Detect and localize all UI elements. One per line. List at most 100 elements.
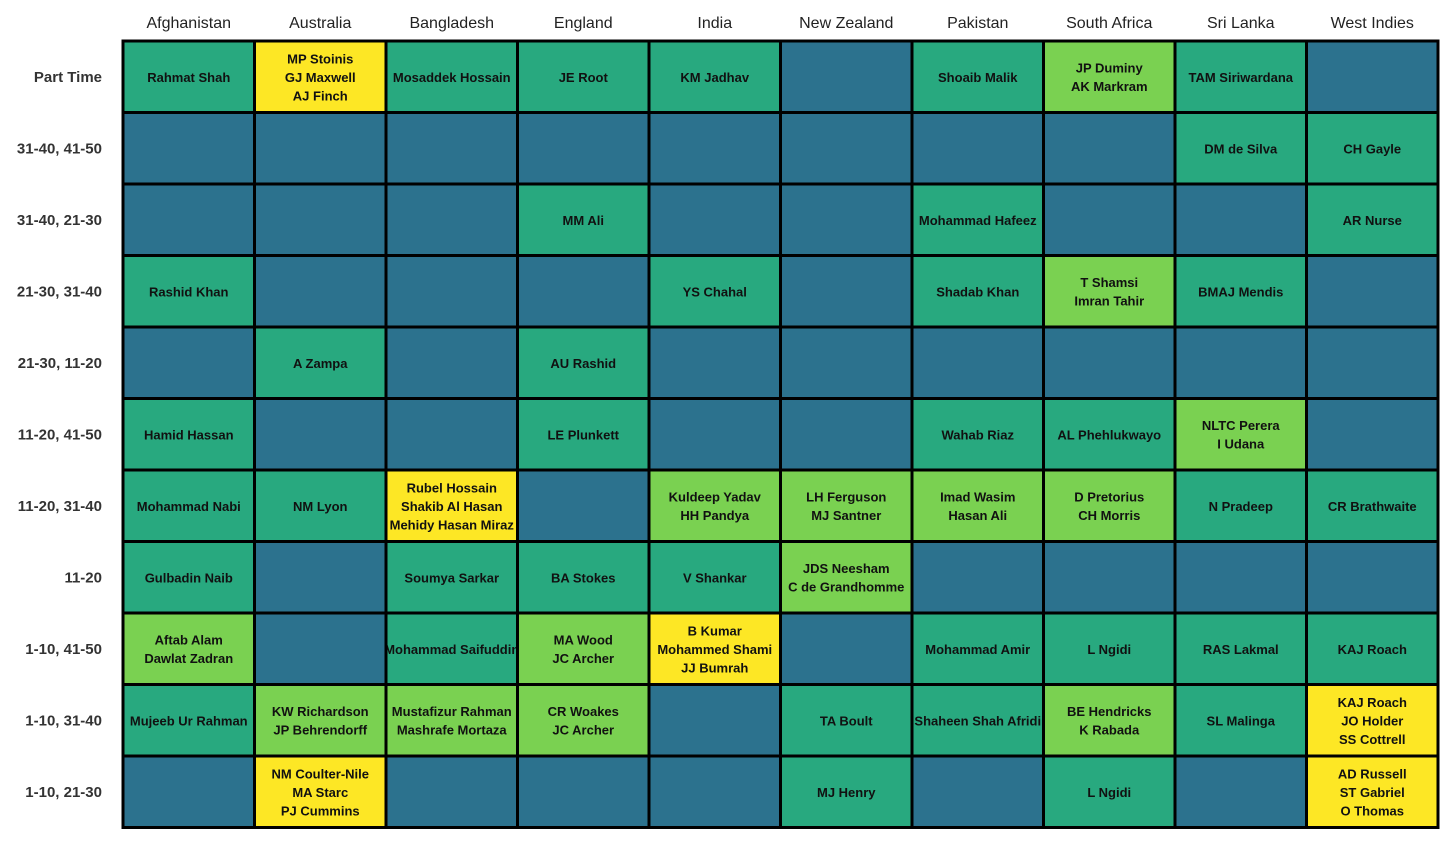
player-name: Rubel Hossain [407, 480, 497, 495]
heatmap-cell [647, 540, 782, 615]
heatmap-cell [1042, 683, 1177, 758]
row-label-11-20-41-50: 11-20, 41-50 [18, 426, 102, 443]
row-label-31-40-41-50: 31-40, 41-50 [17, 140, 102, 157]
cell-11-20-31-40-south-africa: D Pretorius CH Morris [1042, 468, 1177, 543]
player-name: O Thomas [1340, 803, 1404, 818]
cell-1-10-21-30-india [647, 754, 782, 829]
player-name: MM Ali [563, 213, 604, 228]
cell-11-20-31-40-pakistan: Imad Wasim Hasan Ali [910, 468, 1045, 543]
cell-11-20-41-50-bangladesh [384, 397, 519, 472]
player-name: AD Russell [1338, 766, 1407, 781]
player-name: Shaheen Shah Afridi [914, 713, 1041, 728]
cell-31-40-41-50-england [516, 111, 651, 186]
cell-31-40-41-50-new-zealand [779, 111, 914, 186]
heatmap-cell [1305, 468, 1440, 543]
heatmap-cell [121, 111, 256, 186]
cell-1-10-21-30-pakistan [910, 754, 1045, 829]
cell-11-20-41-50-england: LE Plunkett [516, 397, 651, 472]
player-name: CR Brathwaite [1328, 499, 1417, 514]
cell-11-20-west-indies [1305, 540, 1440, 615]
row-label-11-20: 11-20 [64, 569, 102, 586]
player-name: B Kumar [688, 623, 742, 638]
heatmap-cell [910, 754, 1045, 829]
cell-part-time-england: JE Root [516, 39, 651, 114]
cell-part-time-west-indies [1305, 39, 1440, 114]
heatmap-cell [121, 468, 256, 543]
cell-1-10-31-40-sri-lanka: SL Malinga [1173, 683, 1308, 758]
cell-11-20-31-40-afghanistan: Mohammad Nabi [121, 468, 256, 543]
cell-21-30-11-20-pakistan [910, 325, 1045, 400]
cell-21-30-11-20-west-indies [1305, 325, 1440, 400]
cell-31-40-21-30-new-zealand [779, 182, 914, 257]
cell-31-40-41-50-australia [253, 111, 388, 186]
player-name: Soumya Sarkar [404, 570, 499, 585]
cell-1-10-31-40-west-indies: KAJ Roach JO Holder SS Cottrell [1305, 683, 1440, 758]
heatmap-cell [121, 397, 256, 472]
player-name: JO Holder [1341, 713, 1403, 728]
cell-11-20-pakistan [910, 540, 1045, 615]
player-name: AL Phehlukwayo [1057, 427, 1161, 442]
heatmap-cell [1305, 397, 1440, 472]
heatmap-cell [1305, 254, 1440, 329]
heatmap-cell [779, 182, 914, 257]
heatmap-cell [1305, 325, 1440, 400]
player-name: Mashrafe Mortaza [397, 723, 508, 738]
heatmap-cell [1042, 468, 1177, 543]
player-name: MP Stoinis [287, 51, 353, 66]
heatmap-cell [253, 325, 388, 400]
heatmap-cell [910, 111, 1045, 186]
cell-21-30-31-40-australia [253, 254, 388, 329]
cell-1-10-31-40-afghanistan: Mujeeb Ur Rahman [121, 683, 256, 758]
row-label-11-20-31-40: 11-20, 31-40 [18, 498, 102, 515]
player-name: Rashid Khan [149, 284, 229, 299]
cell-1-10-41-50-south-africa: L Ngidi [1042, 611, 1177, 686]
cell-31-40-21-30-england: MM Ali [516, 182, 651, 257]
cell-31-40-21-30-india [647, 182, 782, 257]
cell-31-40-21-30-australia [253, 182, 388, 257]
player-name: L Ngidi [1087, 642, 1131, 657]
cell-1-10-41-50-afghanistan: Aftab Alam Dawlat Zadran [121, 611, 256, 686]
cell-11-20-new-zealand: JDS Neesham C de Grandhomme [779, 540, 914, 615]
column-label-australia: Australia [289, 15, 351, 32]
heatmap-cell [1173, 111, 1308, 186]
column-label-pakistan: Pakistan [947, 15, 1008, 32]
heatmap-cell [779, 611, 914, 686]
cell-1-10-21-30-new-zealand: MJ Henry [779, 754, 914, 829]
heatmap-cell [1042, 111, 1177, 186]
player-name: RAS Lakmal [1203, 642, 1279, 657]
cell-1-10-41-50-bangladesh: Mohammad Saifuddin [384, 611, 519, 686]
row-label-1-10-21-30: 1-10, 21-30 [25, 784, 102, 801]
player-name: Shadab Khan [936, 284, 1019, 299]
heatmap-cell [910, 39, 1045, 114]
heatmap-cell [121, 182, 256, 257]
player-name: CR Woakes [548, 704, 619, 719]
player-name: Hasan Ali [948, 508, 1007, 523]
heatmap-cell [1042, 39, 1177, 114]
cell-21-30-31-40-pakistan: Shadab Khan [910, 254, 1045, 329]
cell-21-30-31-40-sri-lanka: BMAJ Mendis [1173, 254, 1308, 329]
cell-part-time-sri-lanka: TAM Siriwardana [1173, 39, 1308, 114]
player-name: LE Plunkett [547, 427, 619, 442]
player-name: Imran Tahir [1074, 294, 1144, 309]
player-name: Mehidy Hasan Miraz [390, 517, 515, 532]
player-name: AU Rashid [550, 356, 616, 371]
player-name: T Shamsi [1080, 275, 1138, 290]
cell-11-20-south-africa [1042, 540, 1177, 615]
cell-21-30-11-20-bangladesh [384, 325, 519, 400]
cell-31-40-41-50-pakistan [910, 111, 1045, 186]
player-name: AJ Finch [293, 88, 348, 103]
heatmap-cell [1042, 254, 1177, 329]
heatmap-cell [779, 111, 914, 186]
player-name: L Ngidi [1087, 785, 1131, 800]
player-name: YS Chahal [683, 284, 747, 299]
player-name: TAM Siriwardana [1188, 70, 1293, 85]
heatmap-cell [910, 540, 1045, 615]
player-name: N Pradeep [1209, 499, 1273, 514]
heatmap-cell [910, 468, 1045, 543]
player-name: JP Duminy [1076, 61, 1144, 76]
cell-31-40-41-50-afghanistan [121, 111, 256, 186]
cell-11-20-41-50-india [647, 397, 782, 472]
cell-1-10-21-30-australia: NM Coulter-Nile MA Starc PJ Cummins [253, 754, 388, 829]
cell-11-20-31-40-england [516, 468, 651, 543]
player-name: SS Cottrell [1339, 732, 1405, 747]
